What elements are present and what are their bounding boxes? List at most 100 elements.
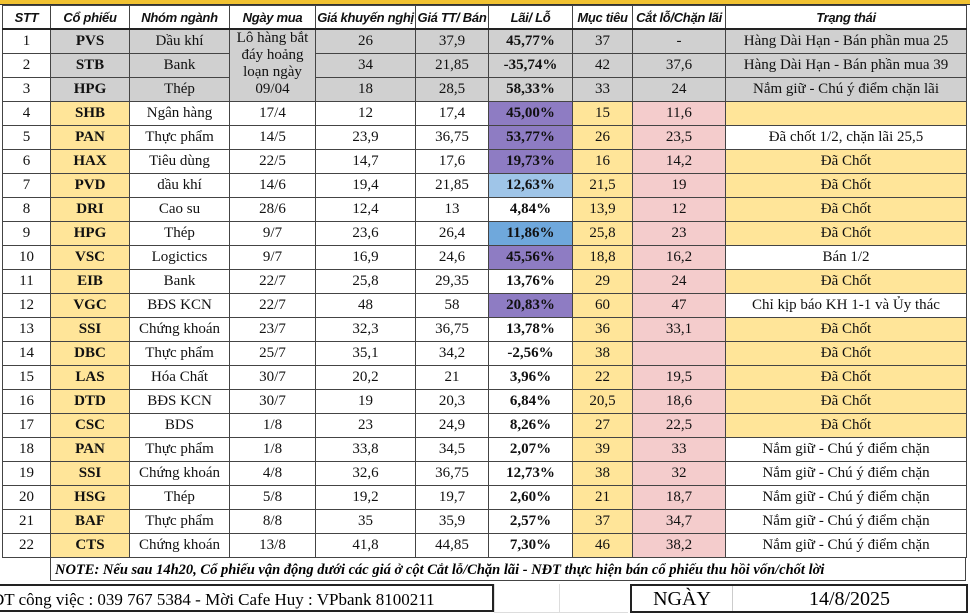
status-cell[interactable]: Nắm giữ - Chú ý điểm chặn	[725, 437, 967, 462]
ticker-cell[interactable]: DTD	[50, 389, 130, 414]
ticker-cell[interactable]: BAF	[50, 509, 130, 534]
stt-cell[interactable]: 1	[2, 28, 51, 54]
recommended-price-cell[interactable]: 12	[315, 101, 416, 126]
recommended-price-cell[interactable]: 33,8	[315, 437, 416, 462]
profit-loss-cell[interactable]: 2,57%	[488, 509, 573, 534]
stt-cell[interactable]: 20	[2, 485, 51, 510]
target-cell[interactable]: 21,5	[572, 173, 633, 198]
profit-loss-cell[interactable]: 13,76%	[488, 269, 573, 294]
stop-loss-cell[interactable]: 24	[632, 269, 726, 294]
stt-cell[interactable]: 14	[2, 341, 51, 366]
recommended-price-cell[interactable]: 23,6	[315, 221, 416, 246]
target-cell[interactable]: 22	[572, 365, 633, 390]
target-cell[interactable]: 36	[572, 317, 633, 342]
target-cell[interactable]: 15	[572, 101, 633, 126]
ticker-cell[interactable]: PAN	[50, 437, 130, 462]
profit-loss-cell[interactable]: -35,74%	[488, 53, 573, 78]
sector-cell[interactable]: Cao su	[129, 197, 230, 222]
target-cell[interactable]: 46	[572, 533, 633, 558]
status-cell[interactable]: Đã Chốt	[725, 341, 967, 366]
current-price-cell[interactable]: 21,85	[415, 173, 489, 198]
status-cell[interactable]	[725, 101, 967, 126]
sector-cell[interactable]: Bank	[129, 53, 230, 78]
stop-loss-cell[interactable]: 34,7	[632, 509, 726, 534]
profit-loss-cell[interactable]: 2,60%	[488, 485, 573, 510]
buy-date-cell[interactable]: 28/6	[229, 197, 316, 222]
ticker-cell[interactable]: PVD	[50, 173, 130, 198]
current-price-cell[interactable]: 29,35	[415, 269, 489, 294]
recommended-price-cell[interactable]: 19,2	[315, 485, 416, 510]
profit-loss-cell[interactable]: 53,77%	[488, 125, 573, 150]
profit-loss-cell[interactable]: 12,73%	[488, 461, 573, 486]
ticker-cell[interactable]: HAX	[50, 149, 130, 174]
sector-cell[interactable]: Dầu khí	[129, 28, 230, 54]
stop-loss-cell[interactable]: 33,1	[632, 317, 726, 342]
sector-cell[interactable]: Thực phẩm	[129, 125, 230, 150]
profit-loss-cell[interactable]: 19,73%	[488, 149, 573, 174]
ticker-cell[interactable]: CTS	[50, 533, 130, 558]
status-cell[interactable]: Nắm giữ - Chú ý điểm chặn	[725, 509, 967, 534]
current-price-cell[interactable]: 35,9	[415, 509, 489, 534]
recommended-price-cell[interactable]: 12,4	[315, 197, 416, 222]
status-cell[interactable]: Đã Chốt	[725, 389, 967, 414]
current-price-cell[interactable]: 21	[415, 365, 489, 390]
stt-cell[interactable]: 22	[2, 533, 51, 558]
buy-date-cell[interactable]: 9/7	[229, 245, 316, 270]
stt-cell[interactable]: 18	[2, 437, 51, 462]
buy-date-cell[interactable]: 5/8	[229, 485, 316, 510]
recommended-price-cell[interactable]: 34	[315, 53, 416, 78]
stop-loss-cell[interactable]: 23	[632, 221, 726, 246]
profit-loss-cell[interactable]: 6,84%	[488, 389, 573, 414]
stt-cell[interactable]: 16	[2, 389, 51, 414]
current-price-cell[interactable]: 17,4	[415, 101, 489, 126]
status-cell[interactable]: Nắm giữ - Chú ý điểm chặn	[725, 461, 967, 486]
current-price-cell[interactable]: 44,85	[415, 533, 489, 558]
target-cell[interactable]: 33	[572, 77, 633, 102]
ticker-cell[interactable]: DBC	[50, 341, 130, 366]
status-cell[interactable]: Chỉ kịp báo KH 1-1 và Ủy thác	[725, 293, 967, 318]
profit-loss-cell[interactable]: 11,86%	[488, 221, 573, 246]
target-cell[interactable]: 21	[572, 485, 633, 510]
buy-date-cell[interactable]: 14/6	[229, 173, 316, 198]
current-price-cell[interactable]: 13	[415, 197, 489, 222]
target-cell[interactable]: 25,8	[572, 221, 633, 246]
sector-cell[interactable]: Bank	[129, 269, 230, 294]
current-price-cell[interactable]: 36,75	[415, 317, 489, 342]
recommended-price-cell[interactable]: 48	[315, 293, 416, 318]
sector-cell[interactable]: BĐS KCN	[129, 293, 230, 318]
sector-cell[interactable]: Thép	[129, 221, 230, 246]
current-price-cell[interactable]: 36,75	[415, 461, 489, 486]
sector-cell[interactable]: Thép	[129, 485, 230, 510]
recommended-price-cell[interactable]: 16,9	[315, 245, 416, 270]
profit-loss-cell[interactable]: 7,30%	[488, 533, 573, 558]
target-cell[interactable]: 20,5	[572, 389, 633, 414]
stop-loss-cell[interactable]: 19,5	[632, 365, 726, 390]
stop-loss-cell[interactable]: 16,2	[632, 245, 726, 270]
target-cell[interactable]: 42	[572, 53, 633, 78]
stt-cell[interactable]: 8	[2, 197, 51, 222]
buy-date-cell[interactable]: 1/8	[229, 413, 316, 438]
target-cell[interactable]: 39	[572, 437, 633, 462]
ticker-cell[interactable]: HPG	[50, 221, 130, 246]
status-cell[interactable]: Nắm giữ - Chú ý điểm chặn	[725, 485, 967, 510]
recommended-price-cell[interactable]: 35	[315, 509, 416, 534]
recommended-price-cell[interactable]: 19	[315, 389, 416, 414]
target-cell[interactable]: 38	[572, 341, 633, 366]
ticker-cell[interactable]: PAN	[50, 125, 130, 150]
status-cell[interactable]: Đã Chốt	[725, 221, 967, 246]
current-price-cell[interactable]: 24,9	[415, 413, 489, 438]
stt-cell[interactable]: 2	[2, 53, 51, 78]
sector-cell[interactable]: BĐS KCN	[129, 389, 230, 414]
status-cell[interactable]: Nắm giữ - Chú ý điểm chặn lãi	[725, 77, 967, 102]
status-cell[interactable]: Đã Chốt	[725, 413, 967, 438]
ticker-cell[interactable]: SSI	[50, 461, 130, 486]
buy-date-cell[interactable]: 8/8	[229, 509, 316, 534]
current-price-cell[interactable]: 20,3	[415, 389, 489, 414]
buy-date-cell[interactable]: 22/5	[229, 149, 316, 174]
sector-cell[interactable]: Thực phẩm	[129, 341, 230, 366]
profit-loss-cell[interactable]: 45,00%	[488, 101, 573, 126]
current-price-cell[interactable]: 34,5	[415, 437, 489, 462]
recommended-price-cell[interactable]: 18	[315, 77, 416, 102]
stop-loss-cell[interactable]: 37,6	[632, 53, 726, 78]
buy-date-cell[interactable]: 30/7	[229, 389, 316, 414]
